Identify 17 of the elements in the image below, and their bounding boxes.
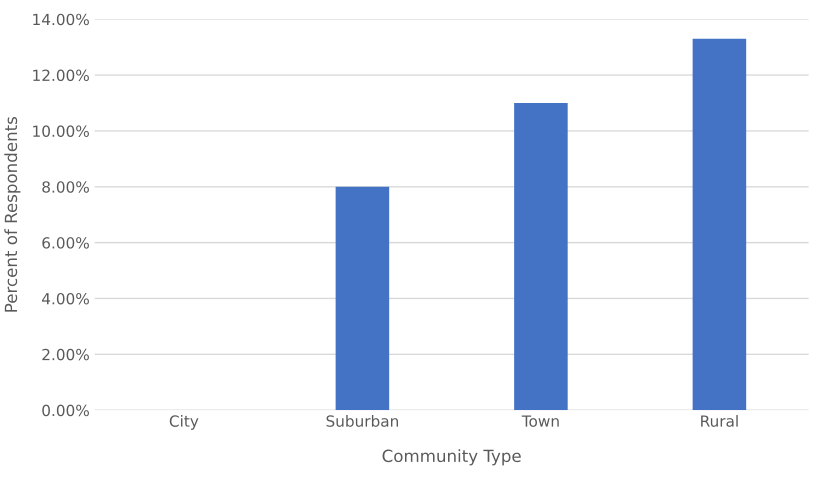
- y-tick-label: 10.00%: [33, 125, 89, 137]
- x-tick-label: City: [170, 415, 198, 430]
- y-tick-label: 0.00%: [42, 404, 89, 416]
- y-tick-label: 6.00%: [42, 237, 89, 249]
- x-tick-label: Town: [522, 416, 559, 427]
- y-tick-label: 8.00%: [42, 181, 89, 193]
- x-tick-label: Rural: [701, 415, 738, 427]
- x-axis-title: Community Type: [382, 449, 521, 466]
- y-tick-label: 2.00%: [42, 348, 89, 360]
- bar: [514, 103, 568, 410]
- y-tick-label: 4.00%: [42, 292, 89, 304]
- y-tick-label: 12.00%: [33, 70, 89, 82]
- x-tick-label: Suburban: [326, 415, 398, 427]
- bar: [692, 38, 746, 410]
- bar: [336, 186, 390, 410]
- y-axis-title: Percent of Respondents: [4, 116, 20, 312]
- y-tick-label: 14.00%: [33, 14, 89, 26]
